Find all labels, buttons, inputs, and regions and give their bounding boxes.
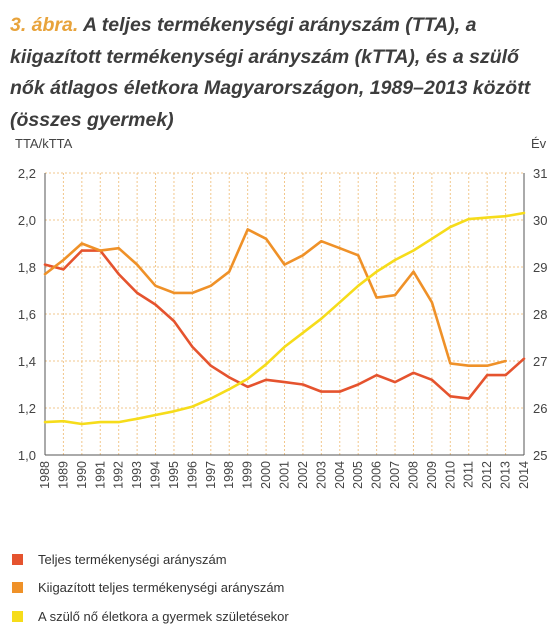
x-tick-label: 2006 <box>370 461 384 489</box>
series-line-tta <box>43 249 526 400</box>
legend-item: Teljes termékenységi arányszám <box>12 545 289 574</box>
y-right-axis-label: Év <box>531 136 547 151</box>
x-tick-label: 2003 <box>314 461 328 489</box>
y-left-axis-label: TTA/kTTA <box>15 136 73 151</box>
y-right-tick-label: 31 <box>533 166 547 181</box>
x-tick-label: 1999 <box>241 461 255 489</box>
x-tick-label: 1997 <box>204 461 218 489</box>
x-tick-label: 2011 <box>462 461 476 488</box>
x-tick-label: 1990 <box>75 461 89 489</box>
y-left-tick-label: 1,4 <box>18 354 36 369</box>
figure-number: 3. ábra. <box>10 14 79 36</box>
legend-label: A szülő nő életkora a gyermek születések… <box>38 608 289 624</box>
legend-swatch <box>12 553 23 565</box>
figure-title: 3. ábra. A teljes termékenységi arányszá… <box>10 10 550 136</box>
legend-label: Kiigazított teljes termékenységi aránysz… <box>38 580 285 596</box>
legend-swatch <box>12 582 23 594</box>
y-right-tick-label: 29 <box>533 260 547 275</box>
x-tick-label: 2013 <box>499 461 513 489</box>
y-right-tick-label: 30 <box>533 213 547 228</box>
grid <box>45 172 524 456</box>
x-tick-label: 2014 <box>517 461 531 489</box>
x-tick-label: 2008 <box>406 461 420 489</box>
x-tick-label: 1989 <box>56 461 70 489</box>
y-left-tick-label: 2,0 <box>18 213 36 228</box>
x-tick-label: 2007 <box>388 461 402 489</box>
y-right-tick-label: 27 <box>533 354 547 369</box>
y-left-tick-label: 1,6 <box>18 307 36 322</box>
x-tick-label: 1996 <box>185 461 199 489</box>
figure-title-text: A teljes termékenységi arányszám (TTA), … <box>10 14 531 131</box>
x-tick-label: 1992 <box>112 461 126 489</box>
y-right-tick-label: 28 <box>533 307 547 322</box>
x-tick-label: 2001 <box>278 461 292 489</box>
x-tick-label: 2012 <box>480 461 494 489</box>
y-right-tick-label: 25 <box>533 448 547 463</box>
series-line-age <box>43 211 526 426</box>
legend-item: Kiigazított teljes termékenységi aránysz… <box>12 574 289 603</box>
x-tick-label: 2010 <box>443 461 457 489</box>
axes: 1,0 25 1,2 26 1,4 27 1,6 28 1,8 29 2,0 30 2,2 31 1988 1… <box>18 166 548 489</box>
y-right-tick-label: 26 <box>533 401 547 416</box>
legend: Teljes termékenységi arányszám Kiigazítot… <box>12 545 289 631</box>
x-tick-label: 1991 <box>93 461 107 489</box>
y-left-tick-label: 2,2 <box>18 166 36 181</box>
legend-label: Teljes termékenységi arányszám <box>38 551 227 567</box>
series-line-ktta <box>43 228 507 367</box>
legend-swatch <box>12 610 23 622</box>
x-tick-label: 1998 <box>222 461 236 489</box>
x-tick-label: 1995 <box>167 461 181 489</box>
y-left-tick-label: 1,2 <box>18 401 36 416</box>
x-tick-label: 2005 <box>351 461 365 489</box>
y-left-tick-label: 1,8 <box>18 260 36 275</box>
x-tick-label: 2002 <box>296 461 310 489</box>
x-tick-label: 1994 <box>149 461 163 489</box>
x-tick-label: 2000 <box>259 461 273 489</box>
y-left-tick-label: 1,0 <box>18 448 36 463</box>
series <box>43 211 526 426</box>
x-tick-label: 2004 <box>333 461 347 489</box>
x-tick-label: 1988 <box>38 461 52 489</box>
x-tick-label: 2009 <box>425 461 439 489</box>
legend-item: A szülő nő életkora a gyermek születések… <box>12 602 289 631</box>
x-tick-label: 1993 <box>130 461 144 489</box>
